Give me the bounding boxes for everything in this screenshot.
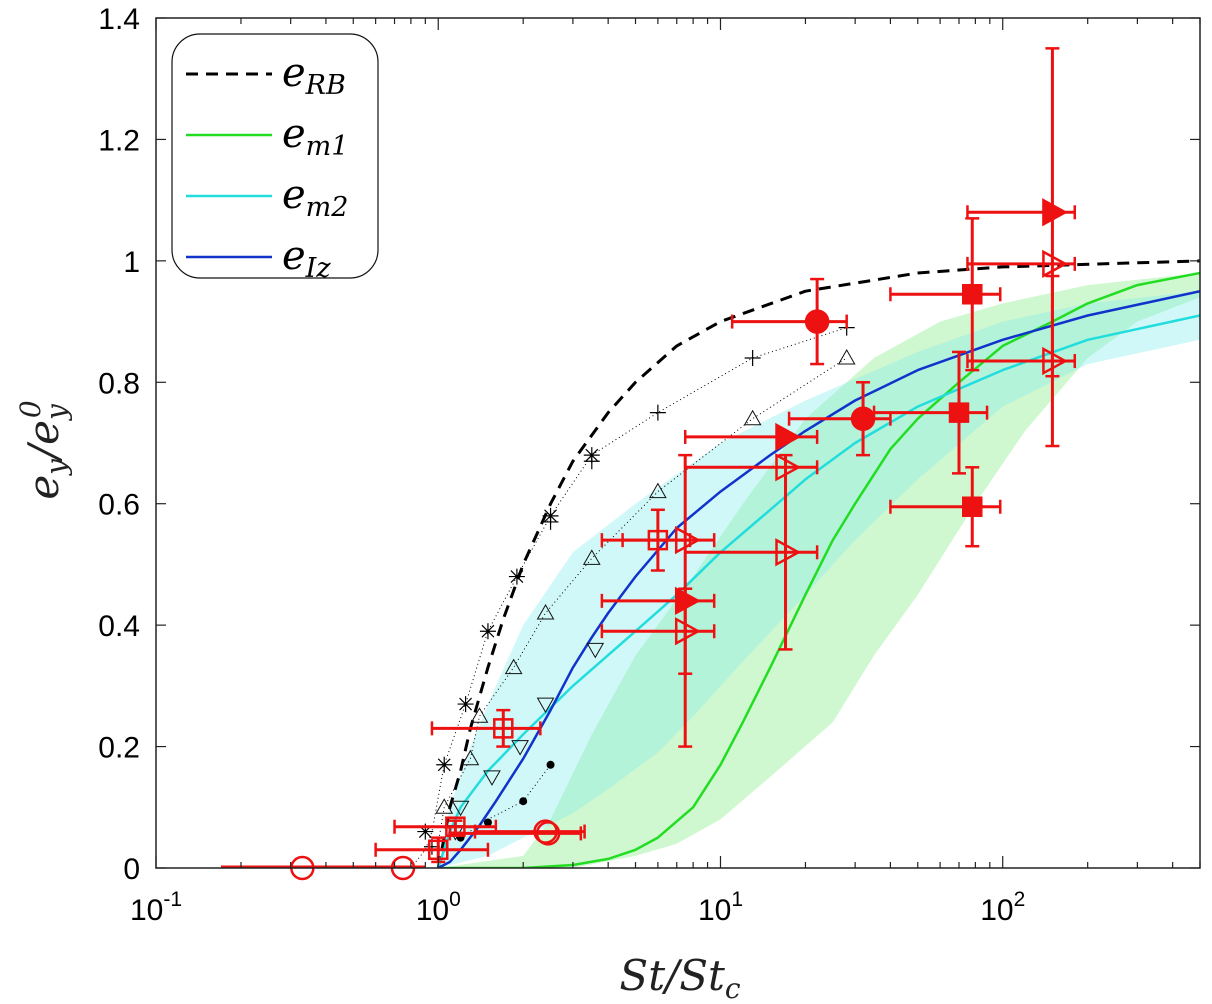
marker-triangle-up-2: [470, 707, 489, 723]
confidence-bands: [438, 273, 1200, 868]
data-point-triangle-right-open-8: [621, 526, 716, 555]
marker-plus-2: [744, 350, 761, 366]
marker-triangle-down-3: [511, 740, 529, 756]
legend-label-iz: eIz: [282, 233, 331, 284]
series-lines: [221, 259, 1200, 868]
legend: eRB em1 em2 eIz: [171, 33, 379, 284]
marker: [674, 617, 701, 646]
data-point-triangle-right-open-11: [683, 453, 819, 651]
marker: [1042, 346, 1069, 376]
marker-plus-5: [542, 513, 559, 530]
marker-triangle-down-1: [451, 800, 470, 817]
marker: [775, 453, 802, 482]
marker: [775, 538, 802, 567]
legend-box: [171, 33, 379, 279]
y-tick-label-2: 0.4: [98, 610, 140, 643]
marker-triangle-up-7: [743, 409, 762, 426]
data-point-square-filled-20: [872, 350, 989, 475]
data-point-square-open-5: [393, 816, 498, 837]
legend-label-m2: em2: [282, 172, 348, 223]
marker: [445, 816, 466, 837]
y-tick-label-5: 1: [123, 246, 140, 279]
marker-dot-3: [546, 760, 555, 769]
marker: [948, 402, 970, 423]
marker: [962, 284, 983, 305]
marker: [850, 406, 876, 431]
marker-asterisk-1: [436, 756, 453, 773]
y-tick-label-3: 0.6: [98, 489, 140, 522]
axis-ticks: 0 0.2 0.4 0.6 0.8 1 1.2 1.4 10-1 100 101 102: [98, 3, 1201, 927]
series-line-iz: [437, 289, 1200, 868]
marker: [775, 422, 802, 452]
data-point-square-filled-19: [889, 217, 1002, 372]
marker-asterisk-0: [417, 823, 434, 840]
series-line-dot-star: [410, 327, 847, 868]
y-tick-label-7: 1.4: [98, 3, 140, 36]
marker: [1042, 249, 1069, 278]
series-line-rb: [436, 259, 1200, 868]
band-m2-band: [438, 291, 1200, 868]
x-axis-label-sub: c: [725, 972, 741, 1004]
data-point-circle-filled-17: [730, 277, 848, 366]
marker: [962, 496, 983, 517]
marker-plus-4: [583, 453, 600, 470]
marker-triangle-up-0: [435, 798, 454, 814]
marker: [674, 526, 701, 555]
x-tick-label-1: 100: [416, 888, 461, 927]
marker-plus-1: [649, 404, 666, 421]
experimental-points: [290, 47, 1077, 881]
marker: [493, 718, 514, 739]
data-point-triangle-right-open-12: [966, 249, 1077, 278]
band-m1-band: [438, 273, 1200, 868]
data-point-triangle-right-filled-16: [966, 47, 1077, 378]
marker-dot-1: [483, 818, 492, 827]
marker: [535, 821, 561, 846]
svg-text:ey/ey0: ey/ey0: [14, 400, 73, 499]
legend-label-rb: eRB: [282, 50, 346, 101]
data-point-square-filled-21: [889, 466, 1002, 548]
data-point-triangle-right-filled-15: [683, 422, 819, 452]
marker-triangle-up-4: [536, 603, 555, 620]
marker-triangle-down-4: [536, 697, 555, 714]
y-axis-label: ey/ey0: [14, 400, 73, 499]
legend-label-m1: em1: [282, 111, 348, 162]
marker-triangle-down-2: [483, 770, 501, 786]
marker-triangle-up-3: [504, 658, 523, 675]
y-tick-label-4: 0.8: [98, 367, 140, 400]
series-line-dot-tri: [437, 357, 847, 844]
x-tick-label-0: 10-1: [130, 888, 182, 927]
marker-asterisk-4: [508, 568, 525, 585]
x-axis-label: St/Stc: [619, 951, 740, 1004]
x-tick-label-3: 102: [980, 888, 1025, 927]
marker-triangle-up-6: [649, 482, 667, 499]
data-point-triangle-right-filled-14: [600, 453, 716, 748]
marker: [1042, 198, 1069, 227]
marker-dot-2: [519, 797, 528, 806]
data-point-circle-open-3: [448, 821, 583, 846]
marker-triangle-down-5: [586, 642, 605, 659]
marker-triangle-up-1: [461, 749, 480, 766]
x-axis-label-numerator: St/St: [619, 951, 725, 1000]
y-tick-label-6: 1.2: [98, 124, 140, 157]
marker-asterisk-2: [457, 696, 474, 713]
data-point-square-open-6: [430, 708, 542, 748]
y-tick-label-1: 0.2: [98, 732, 140, 765]
reference-markers: [417, 319, 856, 855]
marker: [804, 309, 830, 334]
marker-triangle-up-8: [837, 348, 856, 365]
marker-asterisk-3: [479, 623, 496, 640]
marker-triangle-up-5: [582, 549, 601, 565]
x-tick-label-2: 101: [698, 888, 743, 927]
plot-frame: [155, 17, 1201, 869]
marker: [533, 819, 558, 844]
svg-text:St/Stc: St/Stc: [619, 951, 740, 1004]
marker: [674, 586, 701, 615]
y-tick-label-0: 0: [123, 853, 140, 886]
